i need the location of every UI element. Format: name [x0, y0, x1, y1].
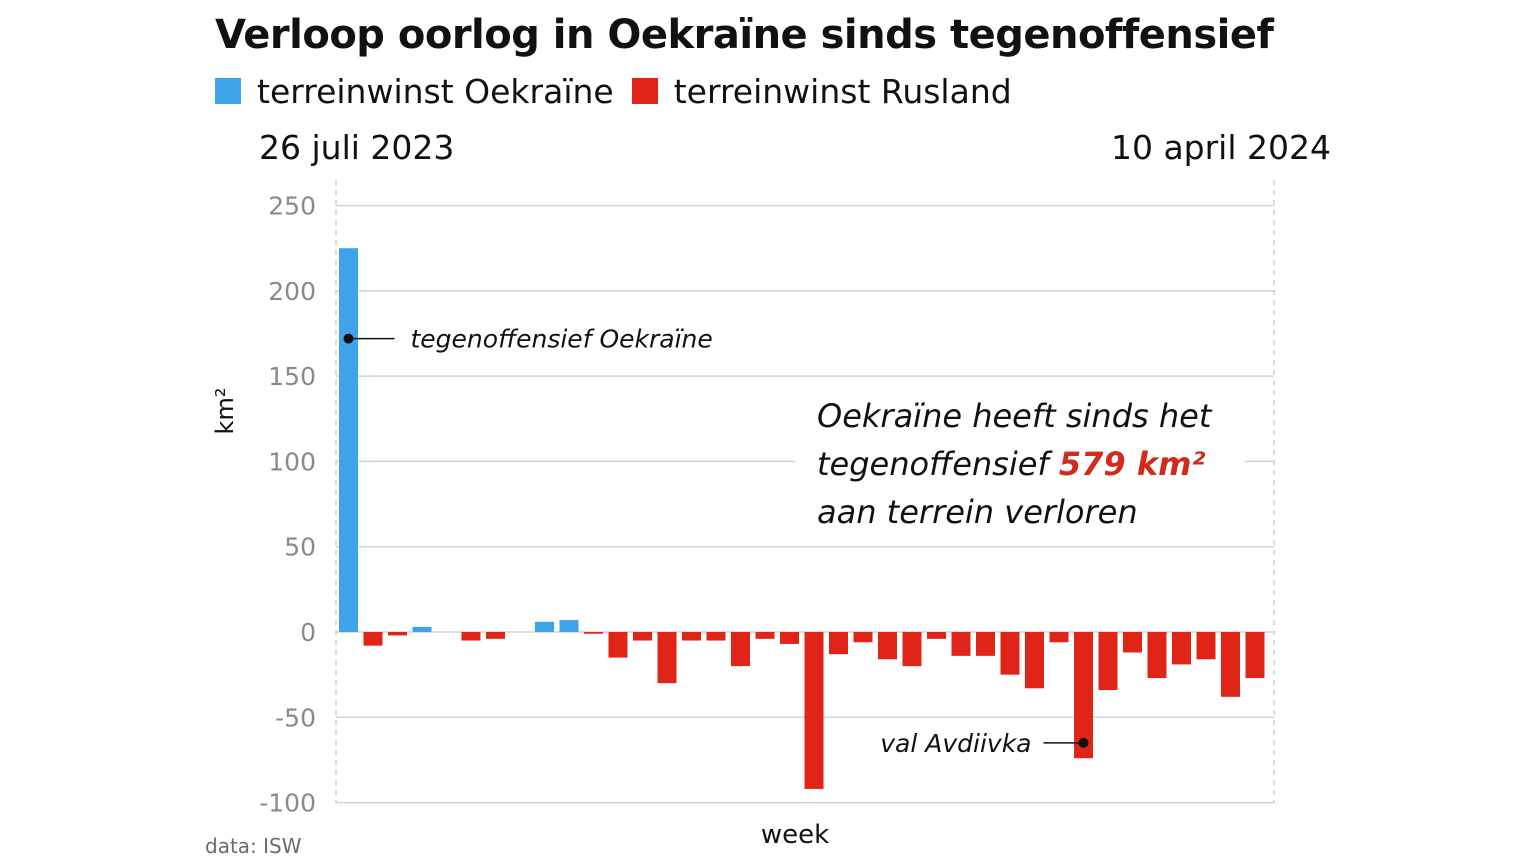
callout-line-2-text: tegenoffensief — [817, 445, 1059, 483]
bar-week-38 — [1245, 632, 1265, 679]
bar-week-34 — [1147, 632, 1167, 679]
callout-line-1: Oekraïne heeft sinds het — [817, 397, 1213, 435]
legend-swatch-ukraine — [215, 78, 241, 104]
bar-week-31 — [1074, 632, 1093, 759]
bar-week-30 — [1049, 632, 1069, 643]
y-tick-label: 100 — [268, 447, 316, 476]
annotations: tegenoffensief Oekraïne val Avdiivka — [343, 325, 1089, 758]
chart-title: Verloop oorlog in Oekraïne sinds tegenof… — [215, 12, 1274, 58]
legend-label-ukraine: terreinwinst Oekraïne — [257, 71, 614, 111]
bars — [339, 248, 1265, 789]
bar-week-15 — [682, 632, 701, 641]
legend-label-russia: terreinwinst Rusland — [673, 71, 1012, 111]
annotation-label-1: tegenoffensief Oekraïne — [411, 325, 713, 354]
legend-swatch-russia — [631, 78, 658, 104]
bar-week-12 — [608, 632, 628, 658]
bar-week-1 — [339, 248, 358, 632]
bar-week-29 — [1025, 632, 1044, 689]
bar-week-16 — [706, 632, 726, 641]
bar-week-36 — [1196, 632, 1216, 660]
bar-week-6 — [461, 632, 481, 641]
bar-week-26 — [951, 632, 971, 656]
y-axis-label: km² — [211, 388, 239, 435]
bar-week-13 — [633, 632, 652, 641]
legend-item-ukraine: terreinwinst Oekraïne — [215, 72, 614, 111]
bar-week-18 — [755, 632, 775, 639]
bar-week-11 — [584, 632, 603, 634]
bar-week-28 — [1000, 632, 1020, 675]
bar-week-23 — [878, 632, 897, 660]
callout-line-3: aan terrein verloren — [817, 493, 1138, 531]
annotation-label-2: val Avdiivka — [880, 729, 1031, 758]
callout-highlight: 579 km² — [1059, 445, 1206, 483]
bar-week-37 — [1221, 632, 1240, 697]
y-axis-ticks: 250 200 150 100 50 0 -50 -100 — [259, 192, 316, 818]
legend-item-russia: terreinwinst Rusland — [631, 71, 1012, 111]
y-tick-label: 150 — [268, 362, 316, 391]
bar-week-27 — [976, 632, 995, 656]
y-tick-label: 200 — [268, 277, 316, 306]
bar-week-24 — [902, 632, 922, 667]
bar-week-10 — [559, 620, 579, 632]
y-tick-label: 250 — [268, 192, 316, 221]
bar-week-21 — [829, 632, 848, 655]
bar-week-25 — [927, 632, 946, 639]
bar-week-35 — [1172, 632, 1191, 665]
callout-background — [795, 390, 1245, 538]
start-date-label: 26 juli 2023 — [259, 128, 455, 167]
bar-week-17 — [731, 632, 750, 667]
bar-week-3 — [388, 632, 407, 636]
bar-week-32 — [1098, 632, 1118, 690]
bar-week-20 — [804, 632, 824, 789]
bar-week-19 — [780, 632, 799, 644]
bar-week-14 — [657, 632, 677, 684]
y-tick-label: -50 — [275, 703, 316, 732]
bar-week-9 — [535, 621, 554, 632]
callout-line-2: tegenoffensief 579 km² — [817, 445, 1205, 483]
legend: terreinwinst Oekraïne terreinwinst Rusla… — [215, 70, 1030, 112]
y-tick-label: 0 — [300, 618, 316, 647]
bar-week-22 — [853, 632, 873, 643]
boundary-lines — [335, 180, 1275, 803]
bar-week-33 — [1123, 632, 1142, 653]
bar-week-4 — [412, 626, 432, 632]
y-tick-label: -100 — [259, 789, 316, 818]
end-date-label: 10 april 2024 — [1110, 128, 1331, 167]
source-note: data: ISW — [205, 834, 302, 858]
callout: Oekraïne heeft sinds het tegenoffensief … — [795, 390, 1245, 538]
bar-week-2 — [363, 632, 383, 646]
y-tick-label: 50 — [284, 533, 316, 562]
x-axis-label: week — [761, 820, 829, 850]
bar-week-7 — [486, 632, 505, 639]
